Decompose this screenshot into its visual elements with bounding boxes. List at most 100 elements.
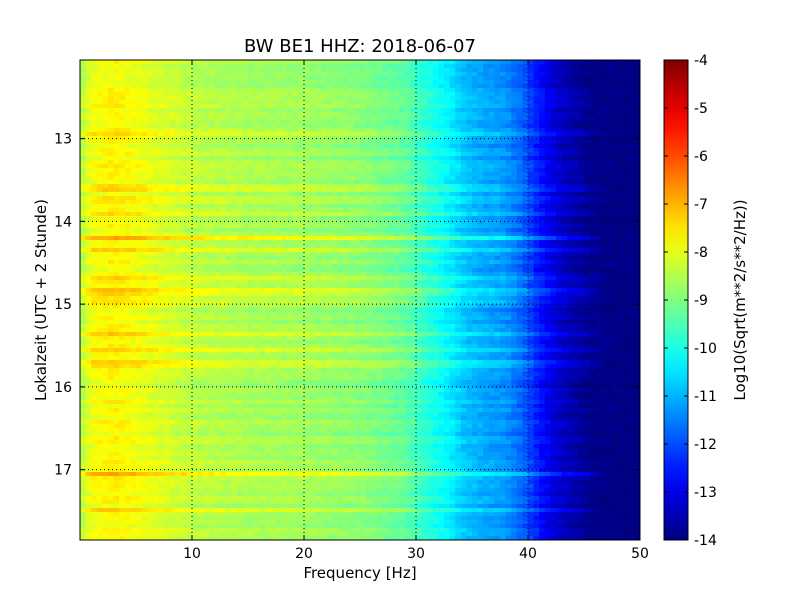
heatmap-cell <box>264 120 271 125</box>
heatmap-cell <box>180 232 187 237</box>
heatmap-cell <box>281 160 288 165</box>
heatmap-cell <box>326 120 333 125</box>
heatmap-cell <box>158 232 165 237</box>
heatmap-cell <box>612 164 619 169</box>
heatmap-cell <box>455 180 462 185</box>
heatmap-cell <box>180 64 187 69</box>
heatmap-cell <box>561 92 568 97</box>
heatmap-cell <box>477 152 484 157</box>
heatmap-cell <box>80 212 87 217</box>
heatmap-cell <box>399 160 406 165</box>
heatmap-cell <box>533 160 540 165</box>
heatmap-cell <box>304 136 311 141</box>
heatmap-cell <box>511 68 518 73</box>
heatmap-cell <box>192 88 199 93</box>
heatmap-cell <box>516 128 523 133</box>
heatmap-cell <box>231 212 238 217</box>
heatmap-cell <box>371 84 378 89</box>
heatmap-cell <box>276 88 283 93</box>
heatmap-cell <box>136 200 143 205</box>
heatmap-cell <box>544 136 551 141</box>
heatmap-cell <box>214 92 221 97</box>
heatmap-cell <box>192 112 199 117</box>
heatmap-cell <box>208 96 215 101</box>
heatmap-cell <box>528 236 535 241</box>
heatmap-cell <box>438 84 445 89</box>
heatmap-cell <box>231 180 238 185</box>
heatmap-cell <box>192 104 199 109</box>
heatmap-cell <box>164 184 171 189</box>
heatmap-cell <box>304 244 311 249</box>
heatmap-cell <box>556 152 563 157</box>
heatmap-cell <box>315 152 322 157</box>
heatmap-cell <box>108 212 115 217</box>
heatmap-cell <box>416 156 423 161</box>
heatmap-cell <box>108 248 115 253</box>
heatmap-cell <box>600 152 607 157</box>
heatmap-cell <box>253 152 260 157</box>
heatmap-cell <box>147 168 154 173</box>
heatmap-row <box>80 156 640 161</box>
heatmap-cell <box>298 248 305 253</box>
heatmap-cell <box>589 216 596 221</box>
heatmap-cell <box>628 192 635 197</box>
heatmap-cell <box>259 228 266 233</box>
heatmap-cell <box>455 248 462 253</box>
heatmap-cell <box>500 68 507 73</box>
heatmap-cell <box>550 68 557 73</box>
heatmap-cell <box>360 108 367 113</box>
heatmap-cell <box>337 160 344 165</box>
heatmap-cell <box>231 140 238 145</box>
heatmap-cell <box>96 100 103 105</box>
heatmap-cell <box>516 64 523 69</box>
heatmap-cell <box>175 168 182 173</box>
heatmap-cell <box>371 248 378 253</box>
heatmap-cell <box>136 148 143 153</box>
heatmap-cell <box>186 160 193 165</box>
heatmap-cell <box>348 244 355 249</box>
heatmap-cell <box>309 128 316 133</box>
heatmap-cell <box>449 96 456 101</box>
heatmap-cell <box>371 156 378 161</box>
heatmap-cell <box>298 168 305 173</box>
heatmap-cell <box>522 172 529 177</box>
heatmap-cell <box>421 112 428 117</box>
heatmap-cell <box>522 160 529 165</box>
heatmap-cell <box>152 216 159 221</box>
heatmap-cell <box>606 60 613 65</box>
heatmap-cell <box>494 88 501 93</box>
heatmap-cell <box>477 176 484 181</box>
heatmap-cell <box>522 76 529 81</box>
heatmap-cell <box>634 252 640 257</box>
heatmap-cell <box>488 220 495 225</box>
heatmap-cell <box>343 244 350 249</box>
heatmap-cell <box>612 208 619 213</box>
heatmap-cell <box>567 152 574 157</box>
heatmap-cell <box>539 232 546 237</box>
heatmap-cell <box>438 136 445 141</box>
heatmap-cell <box>158 140 165 145</box>
heatmap-cell <box>382 88 389 93</box>
heatmap-cell <box>393 168 400 173</box>
heatmap-cell <box>371 216 378 221</box>
heatmap-cell <box>410 168 417 173</box>
heatmap-cell <box>460 208 467 213</box>
heatmap-cell <box>600 196 607 201</box>
heatmap-cell <box>231 228 238 233</box>
heatmap-cell <box>528 196 535 201</box>
heatmap-cell <box>628 104 635 109</box>
heatmap-cell <box>410 92 417 97</box>
heatmap-cell <box>287 236 294 241</box>
heatmap-cell <box>494 200 501 205</box>
heatmap-cell <box>612 248 619 253</box>
heatmap-cell <box>572 84 579 89</box>
heatmap-cell <box>455 240 462 245</box>
heatmap-cell <box>108 172 115 177</box>
heatmap-cell <box>309 176 316 181</box>
heatmap-cell <box>180 252 187 257</box>
heatmap-cell <box>617 120 624 125</box>
heatmap-cell <box>248 232 255 237</box>
heatmap-cell <box>516 184 523 189</box>
heatmap-cell <box>472 72 479 77</box>
heatmap-cell <box>354 128 361 133</box>
